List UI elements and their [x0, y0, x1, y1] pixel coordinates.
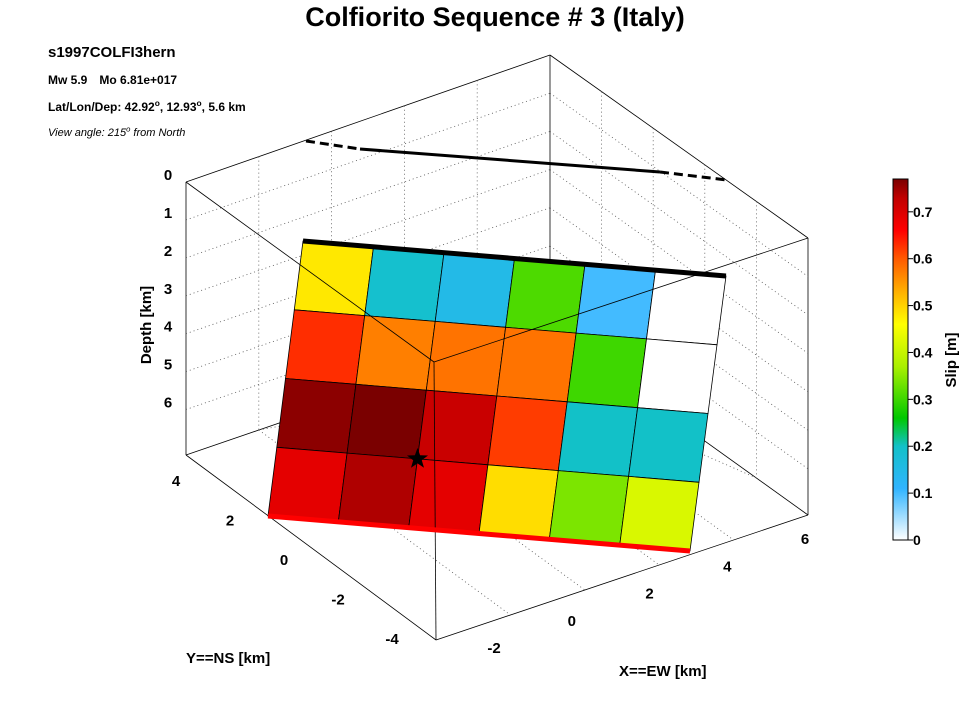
lon-value: 12.93: [166, 100, 197, 114]
slip-cell-r0-c3: [505, 258, 586, 334]
event-id: s1997COLFI3hern: [48, 44, 176, 61]
lon-degree: o: [196, 98, 202, 108]
depth-tick-5: 5: [164, 357, 172, 374]
colorbar: [892, 178, 909, 541]
axes-box-front: [185, 181, 809, 641]
ns-tick--2: -2: [331, 592, 344, 609]
colorbar-ticks: 0 0.1 0.2 0.3 0.4 0.5 0.6 0.7: [908, 204, 933, 548]
fault-bottom-edge: [267, 513, 691, 554]
depth-tick-3: 3: [164, 281, 172, 298]
slip-cell-r3-c5: [619, 475, 700, 552]
slip-cell-r1-c3: [496, 326, 577, 403]
slip-cell-r2-c4: [557, 401, 639, 477]
slip-cell-r1-c5: [637, 338, 718, 414]
depth-tick-2: 2: [164, 243, 172, 260]
slip-cell-r3-c0: [267, 446, 348, 523]
colorbar-tick-0.7: 0.7: [913, 204, 933, 220]
depth-tick-0: 0: [164, 167, 172, 184]
slip-cell-r1-c2: [425, 320, 507, 397]
slip-cell-r2-c0: [276, 378, 357, 454]
depth-value: , 5.6 km: [201, 100, 246, 114]
slip-cell-r1-c4: [566, 332, 647, 409]
fault-top-edge: [302, 238, 727, 279]
slip-cell-r1-c1: [355, 315, 436, 391]
colorbar-tick-0.3: 0.3: [913, 391, 933, 407]
hypocenter-marker: [407, 447, 428, 468]
slip-cell-r2-c1: [346, 383, 427, 460]
ns-tick--4: -4: [385, 631, 399, 648]
hypocenter-star: [407, 447, 428, 468]
colorbar-tick-0.5: 0.5: [913, 298, 933, 314]
ew-tick-4: 4: [723, 558, 732, 575]
ew-tick-0: 0: [568, 613, 576, 630]
fault-plane: [267, 240, 727, 552]
slip-cell-r3-c4: [548, 470, 630, 546]
mw-value: Mw 5.9: [48, 73, 88, 87]
ew-tick-labels: -2 0 2 4 6: [487, 531, 809, 657]
ns-tick-4: 4: [172, 473, 181, 490]
slip-cell-r0-c5: [646, 269, 727, 346]
view-prefix: View angle: 215: [48, 127, 127, 139]
ew-tick-2: 2: [645, 586, 653, 603]
colorbar-label: Slip [m]: [943, 332, 960, 387]
ns-tick-labels: 4 2 0 -2 -4: [172, 473, 399, 648]
lat-value: 42.92: [124, 100, 155, 114]
fault-edges: [267, 238, 727, 554]
slip-cell-r2-c2: [417, 389, 498, 466]
slip-cell-r2-c3: [487, 395, 568, 472]
view-degree: o: [126, 124, 131, 134]
slip-cell-r0-c1: [364, 246, 445, 322]
colorbar-tick-0.6: 0.6: [913, 251, 933, 267]
ns-tick-0: 0: [280, 552, 288, 569]
ew-tick-6: 6: [801, 531, 809, 548]
slip-cell-r0-c0: [293, 240, 374, 317]
location-label: Lat/Lon/Dep:: [48, 100, 125, 114]
magnitude-line: Mw 5.9 Mo 6.81e+017: [48, 73, 177, 87]
ew-tick--2: -2: [487, 640, 500, 657]
depth-tick-labels: 0 1 2 3 4 5 6: [164, 167, 173, 412]
slip-cell-r1-c0: [285, 309, 366, 385]
depth-tick-6: 6: [164, 395, 172, 412]
view-angle-line: View angle: 215o from North: [48, 124, 186, 139]
lat-degree: o: [154, 98, 160, 108]
colorbar-tick-0.4: 0.4: [913, 344, 933, 360]
chart-title: Colfiorito Sequence # 3 (Italy): [305, 2, 685, 32]
location-separator: ,: [159, 100, 167, 114]
slip-cell-r3-c1: [337, 452, 418, 529]
surface-trace: [305, 139, 728, 182]
depth-axis-label: Depth [km]: [138, 286, 155, 364]
view-suffix: from North: [130, 127, 186, 139]
depth-tick-1: 1: [164, 205, 172, 222]
ns-tick-2: 2: [226, 513, 234, 530]
colorbar-tick-0: 0: [913, 532, 921, 548]
slip-cell-r2-c5: [628, 407, 709, 483]
mo-value: Mo 6.81e+017: [99, 73, 178, 87]
colorbar-tick-0.2: 0.2: [913, 438, 933, 454]
ew-axis-label: X==EW [km]: [619, 663, 707, 680]
slip-cell-r3-c2: [408, 458, 489, 534]
colorbar-tick-0.1: 0.1: [913, 485, 933, 501]
depth-tick-4: 4: [164, 319, 173, 336]
slip-cell-r3-c3: [478, 464, 559, 540]
slip-cell-r0-c2: [434, 252, 515, 328]
ns-axis-label: Y==NS [km]: [186, 650, 270, 667]
location-line: Lat/Lon/Dep: 42.92o, 12.93o, 5.6 km: [48, 98, 246, 114]
